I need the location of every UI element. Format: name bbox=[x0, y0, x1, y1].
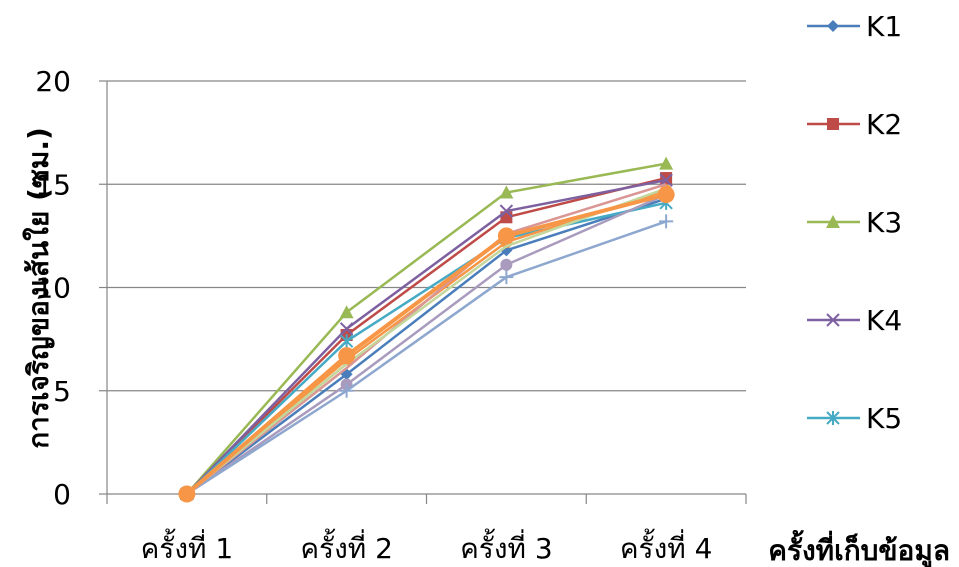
data-point bbox=[660, 172, 673, 185]
legend: K1 K2 K3 K4 K5 bbox=[807, 10, 902, 435]
series-k5 bbox=[180, 195, 673, 501]
legend-label: K2 bbox=[866, 108, 902, 141]
data-point bbox=[659, 156, 674, 170]
series-lines bbox=[178, 156, 675, 503]
series-line bbox=[186, 193, 667, 496]
data-point bbox=[659, 173, 673, 187]
x-tick-label: ครั้งที่ 3 bbox=[460, 528, 553, 565]
legend-marker bbox=[827, 118, 839, 130]
x-tick-labels: ครั้งที่ 1 ครั้งที่ 2 ครั้งที่ 3 ครั้งที่ 4 bbox=[141, 528, 713, 565]
legend-item-k2: K2 bbox=[807, 108, 902, 141]
data-point bbox=[497, 227, 515, 245]
series-line bbox=[185, 162, 667, 495]
series-line bbox=[185, 178, 667, 495]
axes bbox=[99, 80, 747, 504]
series-line bbox=[186, 183, 667, 495]
legend-marker bbox=[826, 411, 840, 425]
data-point bbox=[657, 186, 675, 204]
series-extra-6 bbox=[180, 188, 673, 500]
y-tick-label: 5 bbox=[53, 375, 71, 408]
data-point bbox=[499, 270, 514, 285]
data-point bbox=[339, 305, 354, 319]
y-tick-labels: 0 5 10 15 20 bbox=[35, 65, 71, 511]
legend-marker bbox=[827, 20, 839, 32]
data-point bbox=[339, 383, 354, 398]
x-tick-label: ครั้งที่ 2 bbox=[300, 528, 393, 565]
series-line bbox=[185, 192, 667, 496]
data-point bbox=[659, 214, 674, 229]
data-point bbox=[499, 204, 514, 218]
legend-item-k4: K4 bbox=[807, 304, 902, 337]
legend-marker bbox=[826, 313, 840, 327]
data-point bbox=[500, 258, 513, 271]
legend-label: K4 bbox=[866, 304, 902, 337]
legend-label: K5 bbox=[866, 402, 902, 435]
series-extra-7 bbox=[179, 214, 674, 501]
x-tick-label: ครั้งที่ 4 bbox=[620, 528, 713, 565]
legend-label: K1 bbox=[866, 10, 902, 43]
data-point bbox=[499, 185, 514, 199]
series-k1 bbox=[180, 192, 673, 500]
y-tick-label: 0 bbox=[53, 478, 71, 511]
data-point bbox=[338, 347, 356, 365]
series-extra-10 bbox=[178, 186, 675, 503]
data-point bbox=[339, 334, 354, 349]
legend-marker bbox=[826, 215, 840, 228]
legend-item-k3: K3 bbox=[807, 206, 902, 239]
y-tick-label: 10 bbox=[35, 272, 71, 305]
legend-item-k5: K5 bbox=[807, 402, 902, 435]
series-line bbox=[186, 201, 667, 495]
y-tick-label: 20 bbox=[35, 65, 71, 98]
gridlines bbox=[107, 80, 746, 392]
y-axis-title: การเจริญของเส้นใย (ซม.) bbox=[22, 127, 55, 449]
data-point bbox=[178, 485, 196, 503]
x-axis-title: ครั้งที่เก็บข้อมูล bbox=[768, 529, 950, 567]
series-line bbox=[186, 220, 667, 496]
y-tick-label: 15 bbox=[35, 168, 71, 201]
series-extra-8 bbox=[186, 183, 667, 495]
series-line bbox=[186, 197, 667, 496]
series-extra-5 bbox=[180, 184, 673, 500]
x-tick-label: ครั้งที่ 1 bbox=[141, 528, 234, 565]
data-point bbox=[339, 322, 354, 336]
legend-item-k1: K1 bbox=[807, 10, 902, 43]
legend-label: K3 bbox=[866, 206, 902, 239]
series-line bbox=[185, 176, 667, 495]
